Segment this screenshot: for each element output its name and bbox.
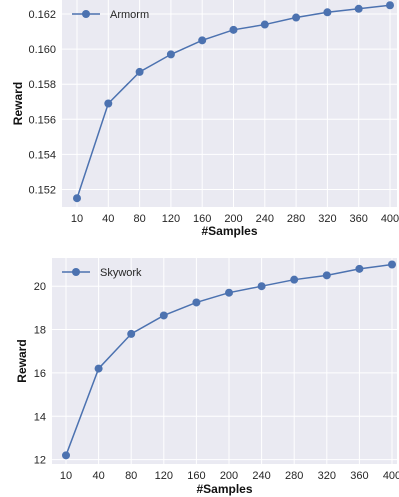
data-point (355, 264, 364, 273)
legend-marker (82, 10, 90, 18)
data-point (225, 288, 233, 297)
y-tick-label: 18 (34, 325, 46, 337)
chart-armorm: 10 40 80 120 160 200 240 280 320 360 400 0.152 0.154… (11, 0, 399, 238)
y-axis-label: Reward (11, 82, 25, 125)
data-point (104, 99, 113, 108)
plot-area (62, 0, 397, 207)
y-tick-label: 0.156 (28, 114, 56, 126)
data-point (292, 13, 301, 22)
data-point (198, 36, 207, 45)
x-tick-label: 400 (381, 213, 399, 225)
legend-marker (72, 268, 80, 276)
x-tick-label: 240 (256, 213, 274, 225)
data-point (94, 364, 103, 373)
y-tick-label: 0.152 (28, 184, 56, 196)
x-tick-label: 200 (224, 213, 242, 225)
y-axis-label: Reward (15, 339, 29, 382)
y-tick-label: 12 (34, 455, 46, 467)
data-point (73, 194, 81, 203)
y-tick-label: 0.154 (28, 149, 56, 161)
data-point (388, 260, 396, 269)
x-axis-label: #Samples (201, 224, 257, 238)
x-tick-label: 160 (193, 213, 211, 225)
y-tick-label: 20 (34, 281, 46, 293)
data-point (192, 298, 201, 307)
x-tick-label: 160 (187, 470, 205, 482)
data-point (323, 8, 332, 17)
x-tick-label: 320 (318, 470, 336, 482)
y-tick-label: 0.160 (28, 44, 56, 56)
data-point (260, 20, 269, 29)
legend-label: Armorm (110, 9, 149, 21)
plot-area (52, 258, 397, 464)
data-point (135, 67, 144, 76)
x-axis-label: #Samples (196, 482, 252, 496)
y-tick-label: 0.162 (28, 9, 56, 21)
data-point (257, 282, 266, 291)
x-tick-label: 10 (71, 213, 83, 225)
data-point (229, 25, 238, 34)
legend-label: Skywork (100, 267, 142, 279)
x-tick-label: 360 (350, 213, 368, 225)
data-point (386, 1, 394, 10)
x-tick-label: 280 (285, 470, 303, 482)
x-tick-label: 320 (318, 213, 336, 225)
data-point (290, 275, 299, 284)
data-point (159, 311, 168, 320)
x-tick-label: 40 (92, 470, 104, 482)
x-tick-label: 240 (252, 470, 270, 482)
x-tick-label: 120 (155, 470, 173, 482)
y-tick-label: 14 (34, 411, 46, 423)
data-point (166, 50, 175, 59)
x-tick-label: 280 (287, 213, 305, 225)
data-point (322, 271, 331, 280)
y-tick-label: 16 (34, 368, 46, 380)
x-tick-label: 200 (220, 470, 238, 482)
x-tick-label: 400 (383, 470, 399, 482)
y-tick-label: 0.158 (28, 79, 56, 91)
x-tick-label: 80 (133, 213, 145, 225)
x-tick-label: 10 (60, 470, 72, 482)
x-tick-label: 360 (350, 470, 368, 482)
x-tick-label: 80 (125, 470, 137, 482)
data-point (62, 451, 70, 460)
chart-skywork: 10 40 80 120 160 200 240 280 320 360 400 12 14 16 18 20… (15, 258, 399, 496)
data-point (354, 4, 363, 13)
x-tick-label: 120 (162, 213, 180, 225)
x-tick-label: 40 (102, 213, 114, 225)
data-point (127, 329, 136, 338)
